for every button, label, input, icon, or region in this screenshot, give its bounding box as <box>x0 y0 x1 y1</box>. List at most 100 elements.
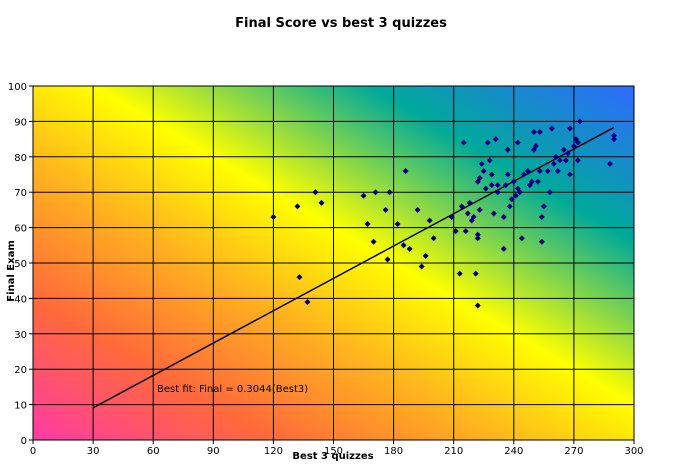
data-point <box>430 235 437 242</box>
data-point <box>474 231 481 238</box>
data-point <box>506 203 513 210</box>
data-point <box>530 129 537 136</box>
data-point <box>386 189 393 196</box>
y-tick-label: 100 <box>8 82 27 93</box>
data-point <box>480 167 487 174</box>
data-point <box>520 171 527 178</box>
data-point <box>508 196 515 203</box>
data-point <box>610 132 617 139</box>
data-point <box>554 167 561 174</box>
data-point <box>472 270 479 277</box>
data-point <box>478 160 485 167</box>
x-tick-label: 240 <box>504 446 523 457</box>
data-point <box>532 143 539 150</box>
data-point <box>458 203 465 210</box>
data-point <box>566 125 573 132</box>
data-point <box>534 178 541 185</box>
data-point <box>562 157 569 164</box>
data-point <box>576 118 583 125</box>
data-point <box>484 139 491 146</box>
x-tick-label: 210 <box>444 446 463 457</box>
y-tick-label: 0 <box>21 436 27 447</box>
x-tick-label: 150 <box>324 446 343 457</box>
data-point <box>502 182 509 189</box>
data-point <box>466 199 473 206</box>
data-point <box>474 302 481 309</box>
x-tick-label: 180 <box>384 446 403 457</box>
data-point <box>500 245 507 252</box>
data-point <box>304 298 311 305</box>
data-point <box>462 228 469 235</box>
data-point <box>516 189 523 196</box>
best-fit-annotation: Best fit: Final = 0.3044(Best3) <box>157 384 308 395</box>
data-point <box>456 270 463 277</box>
data-point <box>364 221 371 228</box>
y-tick-label: 20 <box>14 365 27 376</box>
data-point <box>400 242 407 249</box>
data-point <box>574 139 581 146</box>
data-point <box>570 143 577 150</box>
data-point <box>312 189 319 196</box>
data-point <box>418 263 425 270</box>
data-point <box>548 125 555 132</box>
chart-title: Final Score vs best 3 quizzes <box>235 16 447 31</box>
data-point <box>452 228 459 235</box>
data-point <box>494 189 501 196</box>
data-point <box>384 256 391 263</box>
y-tick-label: 80 <box>14 153 27 164</box>
y-tick-label: 90 <box>14 117 27 128</box>
data-point <box>402 167 409 174</box>
data-point <box>474 235 481 242</box>
data-point <box>552 153 559 160</box>
y-tick-label: 40 <box>14 294 27 305</box>
data-point <box>294 203 301 210</box>
data-point <box>536 167 543 174</box>
data-point <box>510 178 517 185</box>
data-point <box>394 221 401 228</box>
data-point <box>370 238 377 245</box>
data-point <box>476 175 483 182</box>
data-point <box>540 203 547 210</box>
x-tick-label: 300 <box>624 446 643 457</box>
data-point <box>490 210 497 217</box>
data-point <box>422 252 429 259</box>
y-axis-label: Final Exam <box>6 240 17 301</box>
data-point <box>504 146 511 153</box>
x-axis-label: Best 3 quizzes <box>292 451 373 462</box>
data-point <box>382 206 389 213</box>
y-tick-label: 50 <box>14 259 27 270</box>
data-point <box>318 199 325 206</box>
data-point <box>564 150 571 157</box>
data-point <box>476 206 483 213</box>
data-point <box>492 136 499 143</box>
data-point <box>360 192 367 199</box>
data-point <box>488 171 495 178</box>
data-point <box>556 157 563 164</box>
data-point <box>426 217 433 224</box>
data-point <box>296 274 303 281</box>
y-tick-label: 60 <box>14 224 27 235</box>
data-point <box>488 182 495 189</box>
x-tick-label: 60 <box>147 446 160 457</box>
data-point <box>544 167 551 174</box>
data-point <box>494 182 501 189</box>
x-tick-label: 0 <box>30 446 36 457</box>
y-tick-label: 70 <box>14 188 27 199</box>
data-point <box>270 213 277 220</box>
data-point <box>470 213 477 220</box>
data-point <box>574 157 581 164</box>
data-point <box>500 213 507 220</box>
trendline <box>92 126 615 409</box>
data-point <box>406 245 413 252</box>
x-tick-label: 30 <box>87 446 100 457</box>
data-point <box>550 160 557 167</box>
data-point <box>546 189 553 196</box>
data-point <box>518 235 525 242</box>
data-point <box>538 213 545 220</box>
data-point <box>464 210 471 217</box>
data-point <box>536 129 543 136</box>
y-tick-labels: 0 10 20 30 40 50 60 70 80 90 100 <box>8 82 33 447</box>
x-tick-label: 90 <box>207 446 220 457</box>
